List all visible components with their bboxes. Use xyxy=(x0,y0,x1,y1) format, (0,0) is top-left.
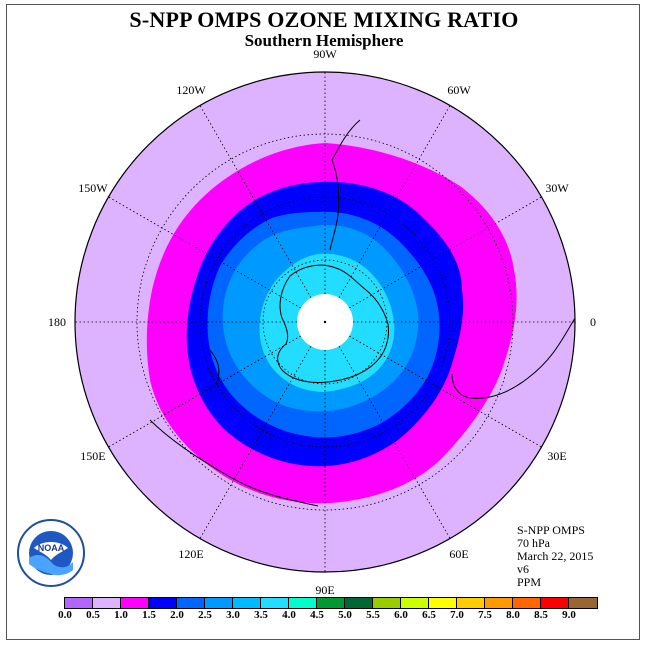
longitude-label: 150W xyxy=(78,181,108,195)
page-title: S-NPP OMPS OZONE MIXING RATIO xyxy=(129,7,519,32)
noaa-logo-icon: NOAA xyxy=(17,519,85,587)
longitude-label: 120W xyxy=(176,83,206,97)
colorbar-swatch xyxy=(345,598,373,608)
colorbar-tick-label: 7.5 xyxy=(478,609,492,621)
longitude-label: 60E xyxy=(449,547,468,561)
colorbar-tick-label: 1.0 xyxy=(114,609,128,621)
colorbar-swatch xyxy=(65,598,93,608)
info-version: v6 xyxy=(517,562,529,576)
colorbar-tick-label: 8.0 xyxy=(506,609,520,621)
colorbar-tick-label: 1.5 xyxy=(142,609,156,621)
colorbar-swatch xyxy=(289,598,317,608)
colorbar-tick-label: 8.5 xyxy=(534,609,548,621)
graticule xyxy=(75,72,575,572)
pole-marker xyxy=(323,320,327,324)
coastline-south-america xyxy=(329,119,361,251)
longitude-label: 60W xyxy=(447,83,471,97)
colorbar-swatch xyxy=(149,598,177,608)
info-level: 70 hPa xyxy=(517,536,550,550)
coastline-africa xyxy=(451,317,575,399)
colorbar-swatch xyxy=(541,598,569,608)
longitude-label: 30W xyxy=(545,181,569,195)
colorbar-ticks: 0.0 0.5 1.0 1.5 2.0 2.5 3.0 3.5 4.0 4.5 5.0 5.5 6.0 6… xyxy=(0,609,648,623)
plot-frame xyxy=(6,4,640,640)
colorbar-swatch xyxy=(569,598,597,608)
globe-outline xyxy=(74,71,576,573)
longitude-label: 0 xyxy=(590,315,596,329)
colorbar-swatch xyxy=(373,598,401,608)
colorbar-tick-label: 7.0 xyxy=(450,609,464,621)
longitude-label: 90W xyxy=(313,47,337,61)
longitude-label: 90E xyxy=(315,583,334,597)
colorbar-swatch xyxy=(177,598,205,608)
page-subtitle: Southern Hemisphere xyxy=(244,31,404,50)
colorbar-tick-label: 4.0 xyxy=(282,609,296,621)
colorbar-swatch xyxy=(93,598,121,608)
coastline-new-zealand xyxy=(209,349,220,385)
info-block: S-NPP OMPS 70 hPa March 22, 2015 v6 PPM xyxy=(517,524,593,589)
longitude-label: 150E xyxy=(80,449,105,463)
colorbar-swatch xyxy=(205,598,233,608)
info-instrument: S-NPP OMPS xyxy=(517,523,585,537)
colorbar-swatch xyxy=(485,598,513,608)
info-units: PPM xyxy=(517,575,542,589)
longitude-label: 30E xyxy=(547,449,566,463)
colorbar-tick-label: 2.0 xyxy=(170,609,184,621)
colorbar-tick-label: 5.0 xyxy=(338,609,352,621)
logo-text: NOAA xyxy=(38,543,65,553)
colorbar-tick-label: 9.0 xyxy=(562,609,576,621)
colorbar-tick-label: 0.0 xyxy=(58,609,72,621)
colorbar-tick-label: 6.5 xyxy=(422,609,436,621)
colorbar-swatch xyxy=(317,598,345,608)
colorbar-swatch xyxy=(261,598,289,608)
colorbar-tick-label: 6.0 xyxy=(394,609,408,621)
colorbar-swatch xyxy=(401,598,429,608)
colorbar-tick-label: 0.5 xyxy=(86,609,100,621)
colorbar-swatch xyxy=(429,598,457,608)
colorbar-swatch xyxy=(513,598,541,608)
longitude-labels: 90W 60W 30W 0 30E 60E 90E 120E 150E 180 150W 120W xyxy=(48,47,596,597)
colorbar-swatch xyxy=(121,598,149,608)
longitude-label: 120E xyxy=(178,547,203,561)
colorbar-swatch xyxy=(457,598,485,608)
longitude-label: 180 xyxy=(48,315,66,329)
colorbar-tick-label: 2.5 xyxy=(198,609,212,621)
colorbar-tick-label: 3.0 xyxy=(226,609,240,621)
info-date: March 22, 2015 xyxy=(517,549,594,563)
colorbar xyxy=(64,597,598,609)
coastline-antarctica xyxy=(277,264,389,383)
colorbar-tick-label: 4.5 xyxy=(310,609,324,621)
colorbar-swatch xyxy=(233,598,261,608)
colorbar-tick-label: 3.5 xyxy=(254,609,268,621)
coastline-australia xyxy=(149,419,319,507)
colorbar-tick-label: 5.5 xyxy=(366,609,380,621)
